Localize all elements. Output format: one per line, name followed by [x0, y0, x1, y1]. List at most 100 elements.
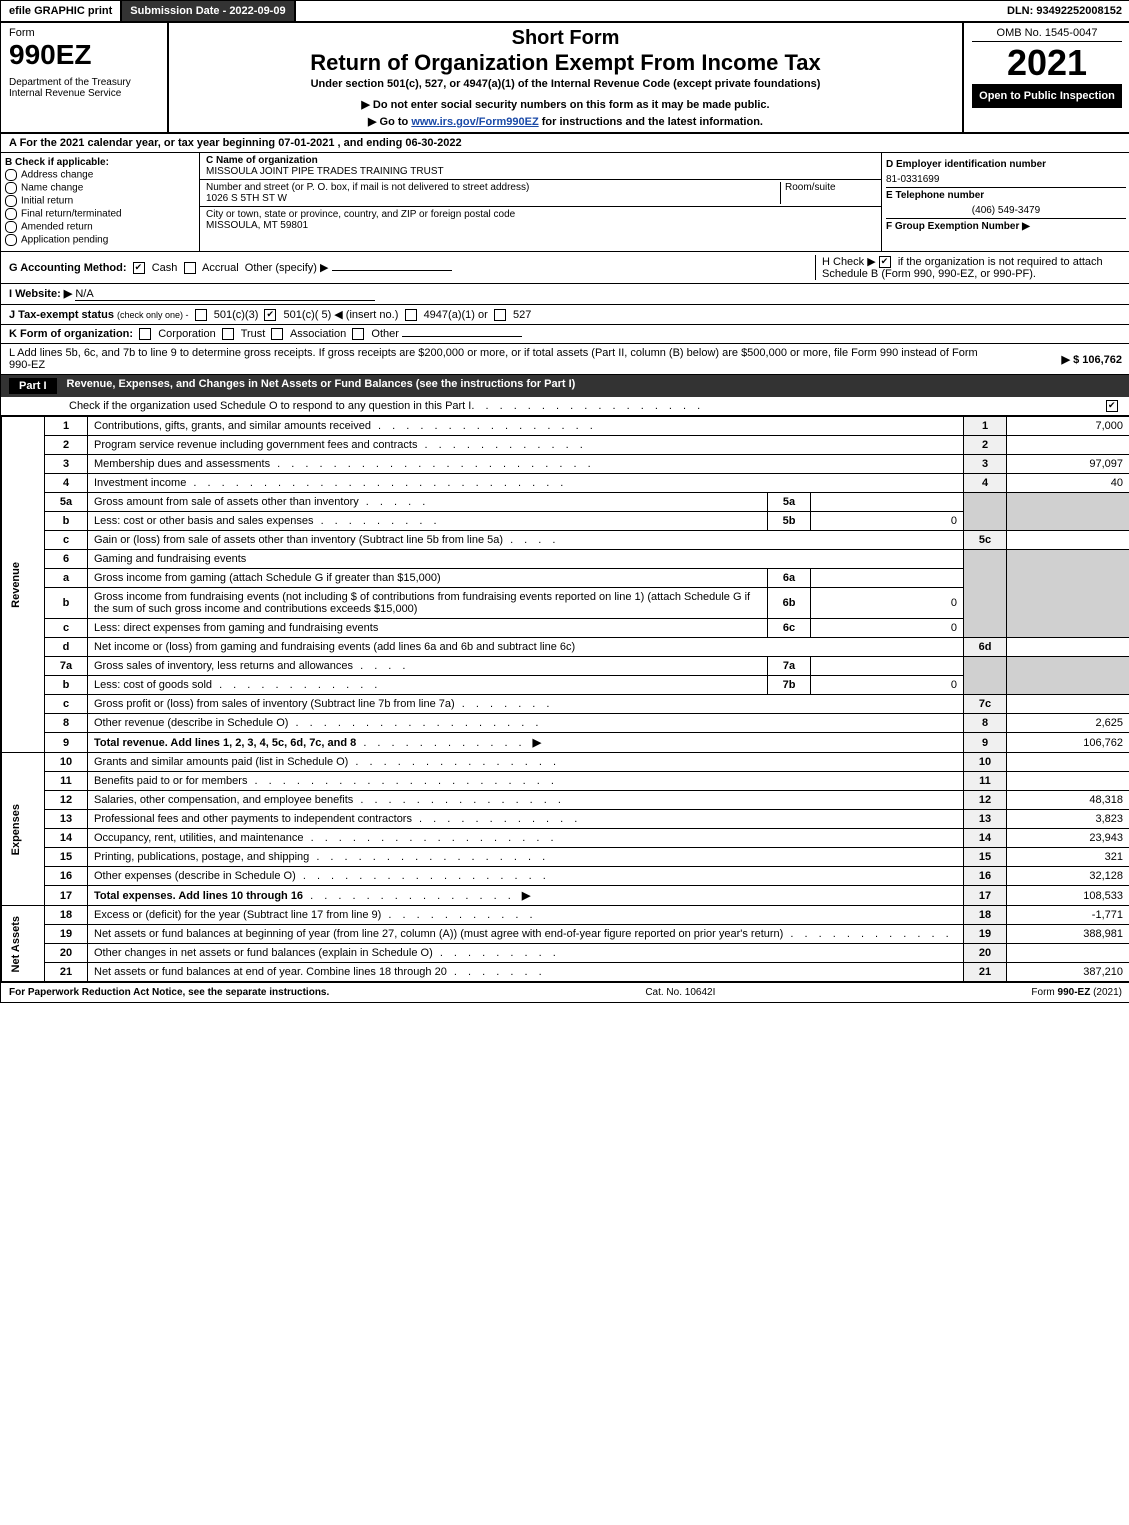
tax-year: 2021	[972, 42, 1122, 84]
cb-other[interactable]	[352, 328, 364, 340]
org-city: MISSOULA, MT 59801	[206, 220, 875, 231]
efile-label[interactable]: efile GRAPHIC print	[1, 1, 122, 21]
cb-final-return[interactable]	[5, 208, 17, 220]
footer-right: Form 990-EZ (2021)	[1031, 987, 1122, 998]
line-7a: 7a Gross sales of inventory, less return…	[2, 657, 1129, 676]
l14-desc: Occupancy, rent, utilities, and maintena…	[94, 832, 304, 844]
part1-table: Revenue 1 Contributions, gifts, grants, …	[1, 416, 1129, 982]
subtitle: Under section 501(c), 527, or 4947(a)(1)…	[177, 78, 954, 90]
e-label: E Telephone number	[886, 187, 1126, 203]
l12-desc: Salaries, other compensation, and employ…	[94, 794, 353, 806]
open-inspection: Open to Public Inspection	[972, 84, 1122, 108]
l6-desc: Gaming and fundraising events	[88, 550, 964, 569]
l6b-val: 0	[811, 588, 964, 619]
cb-label-pending: Application pending	[21, 235, 108, 246]
cb-assoc[interactable]	[271, 328, 283, 340]
line-11: 11 Benefits paid to or for members . . .…	[2, 772, 1129, 791]
j-label: J Tax-exempt status	[9, 309, 114, 321]
note-link: ▶ Go to www.irs.gov/Form990EZ for instru…	[177, 115, 954, 128]
l21-val: 387,210	[1007, 963, 1129, 982]
cb-501c[interactable]	[264, 309, 276, 321]
line-20: 20 Other changes in net assets or fund b…	[2, 944, 1129, 963]
cb-initial-return[interactable]	[5, 195, 17, 207]
l-amount: ▶ $ 106,762	[1002, 353, 1122, 366]
line-8: 8 Other revenue (describe in Schedule O)…	[2, 714, 1129, 733]
l15-val: 321	[1007, 848, 1129, 867]
line-21: 21 Net assets or fund balances at end of…	[2, 963, 1129, 982]
cb-527[interactable]	[494, 309, 506, 321]
part1-title: Revenue, Expenses, and Changes in Net As…	[67, 378, 576, 394]
l17-val: 108,533	[1007, 886, 1129, 906]
cb-501c3[interactable]	[195, 309, 207, 321]
cb-4947[interactable]	[405, 309, 417, 321]
l7b-desc: Less: cost of goods sold	[94, 679, 212, 691]
l15-desc: Printing, publications, postage, and shi…	[94, 851, 309, 863]
i-label: I Website: ▶	[9, 288, 72, 300]
l6b-desc: Gross income from fundraising events (no…	[88, 588, 768, 619]
cb-address-change[interactable]	[5, 169, 17, 181]
line-14: 14 Occupancy, rent, utilities, and maint…	[2, 829, 1129, 848]
cb-trust[interactable]	[222, 328, 234, 340]
k-corp: Corporation	[158, 328, 215, 340]
line-15: 15 Printing, publications, postage, and …	[2, 848, 1129, 867]
line-6b: b Gross income from fundraising events (…	[2, 588, 1129, 619]
cb-part1-scho[interactable]	[1106, 400, 1118, 412]
line-16: 16 Other expenses (describe in Schedule …	[2, 867, 1129, 886]
form-code: 990EZ	[9, 39, 159, 71]
l18-desc: Excess or (deficit) for the year (Subtra…	[94, 909, 381, 921]
org-name: MISSOULA JOINT PIPE TRADES TRAINING TRUS…	[206, 166, 875, 177]
l3-val: 97,097	[1007, 455, 1129, 474]
cb-amended[interactable]	[5, 221, 17, 233]
cb-h[interactable]	[879, 256, 891, 268]
header-mid: Short Form Return of Organization Exempt…	[169, 23, 962, 132]
short-form-title: Short Form	[177, 27, 954, 50]
cb-pending[interactable]	[5, 234, 17, 246]
k-label: K Form of organization:	[9, 328, 133, 340]
line-5a: 5a Gross amount from sale of assets othe…	[2, 493, 1129, 512]
l6c-val: 0	[811, 619, 964, 638]
c-name-label: C Name of organization	[206, 155, 875, 166]
g-cash: Cash	[152, 262, 178, 274]
g-other: Other (specify) ▶	[245, 262, 329, 274]
l12-val: 48,318	[1007, 791, 1129, 810]
line-6a: a Gross income from gaming (attach Sched…	[2, 569, 1129, 588]
l10-val	[1007, 753, 1129, 772]
l18-val: -1,771	[1007, 906, 1129, 925]
row-j: J Tax-exempt status (check only one) - 5…	[1, 305, 1129, 325]
k-other-input[interactable]	[402, 336, 522, 337]
irs-link[interactable]: www.irs.gov/Form990EZ	[411, 116, 538, 128]
l8-desc: Other revenue (describe in Schedule O)	[94, 717, 288, 729]
header-left: Form 990EZ Department of the Treasury In…	[1, 23, 169, 132]
line-2: 2 Program service revenue including gove…	[2, 436, 1129, 455]
l7a-desc: Gross sales of inventory, less returns a…	[94, 660, 353, 672]
l5c-val	[1007, 531, 1129, 550]
g-other-input[interactable]	[332, 270, 452, 271]
l9-desc: Total revenue. Add lines 1, 2, 3, 4, 5c,…	[94, 737, 356, 749]
l7b-val: 0	[811, 676, 964, 695]
l5b-desc: Less: cost or other basis and sales expe…	[94, 515, 314, 527]
part1-header: Part I Revenue, Expenses, and Changes in…	[1, 375, 1129, 397]
l6a-desc: Gross income from gaming (attach Schedul…	[88, 569, 768, 588]
l9-val: 106,762	[1007, 733, 1129, 753]
main-title: Return of Organization Exempt From Incom…	[177, 50, 954, 76]
side-revenue: Revenue	[8, 558, 24, 612]
j-sub: (check only one) -	[117, 310, 189, 320]
header-row: Form 990EZ Department of the Treasury In…	[1, 23, 1129, 134]
l10-desc: Grants and similar amounts paid (list in…	[94, 756, 348, 768]
l6d-desc: Net income or (loss) from gaming and fun…	[88, 638, 964, 657]
l16-val: 32,128	[1007, 867, 1129, 886]
section-b: B Check if applicable: Address change Na…	[1, 153, 200, 251]
header-right: OMB No. 1545-0047 2021 Open to Public In…	[962, 23, 1129, 132]
cb-corp[interactable]	[139, 328, 151, 340]
cb-name-change[interactable]	[5, 182, 17, 194]
d-label: D Employer identification number	[886, 157, 1126, 172]
phone: (406) 549-3479	[886, 203, 1126, 218]
note-ssn: ▶ Do not enter social security numbers o…	[177, 98, 954, 111]
side-netassets: Net Assets	[8, 912, 24, 976]
l13-desc: Professional fees and other payments to …	[94, 813, 412, 825]
cb-cash[interactable]	[133, 262, 145, 274]
k-assoc: Association	[290, 328, 346, 340]
line-5c: c Gain or (loss) from sale of assets oth…	[2, 531, 1129, 550]
cb-accrual[interactable]	[184, 262, 196, 274]
info-grid: B Check if applicable: Address change Na…	[1, 153, 1129, 252]
